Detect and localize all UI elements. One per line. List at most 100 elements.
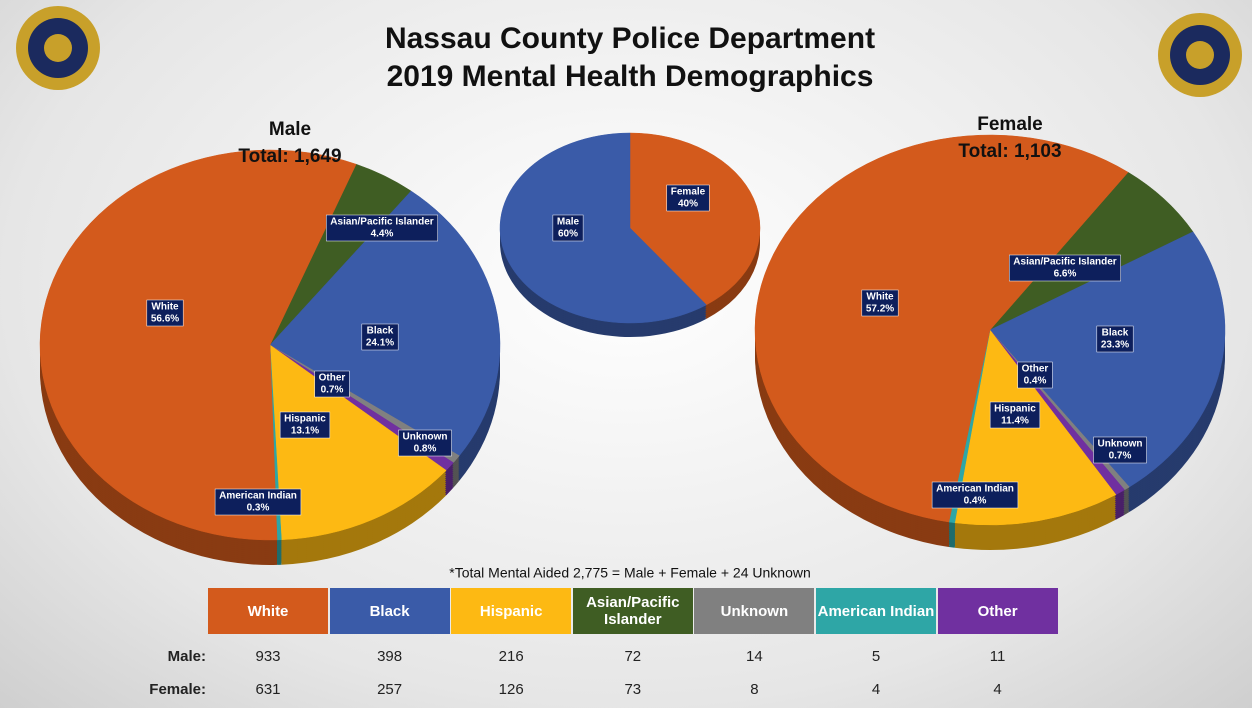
table-cell: 398	[377, 648, 403, 665]
table-cell: 14	[746, 648, 763, 665]
label-box	[279, 411, 331, 439]
label-box	[666, 184, 710, 212]
pie-title: Female	[977, 114, 1042, 135]
table-cell: 72	[624, 648, 642, 665]
label-value: 57.2%	[866, 304, 894, 315]
pie-slice	[499, 132, 707, 324]
label-box	[931, 481, 1019, 509]
label-category: Other	[1022, 364, 1049, 375]
logo	[16, 6, 100, 90]
table-cell: 5	[871, 648, 881, 665]
label-category: Other	[319, 373, 346, 384]
label-box	[1009, 254, 1121, 282]
label-box	[1093, 436, 1147, 464]
label-box	[314, 370, 350, 398]
table-cell: 11	[989, 648, 1006, 665]
table-cell: 126	[498, 681, 524, 698]
label-value: 6.6%	[1054, 269, 1077, 280]
row-label: Female:	[149, 681, 206, 698]
table-header: Unknown	[694, 588, 815, 634]
table-header: Other	[937, 588, 1058, 634]
pie-slice	[269, 190, 501, 457]
label-category: White	[866, 292, 894, 303]
label-category: Unknown	[403, 432, 448, 443]
label-value: 0.8%	[414, 444, 437, 455]
label-box	[989, 401, 1041, 429]
label-value: 0.3%	[247, 503, 270, 514]
label-value: 0.4%	[964, 496, 987, 507]
label-value: 40%	[678, 199, 698, 210]
label-box	[361, 323, 399, 351]
table-header: Asian/Pacific Islander	[572, 588, 693, 634]
pie-slice	[629, 132, 761, 306]
table-header: Hispanic	[451, 588, 572, 634]
label-box	[552, 214, 584, 242]
table-cell: 631	[255, 681, 281, 698]
label-value: 0.4%	[1024, 376, 1047, 387]
title: Nassau County Police Department	[385, 22, 875, 55]
label-category: White	[151, 302, 179, 313]
table-cell: 73	[624, 681, 642, 698]
row-label: Male:	[167, 648, 206, 665]
label-value: 0.7%	[321, 385, 344, 396]
subtitle: 2019 Mental Health Demographics	[387, 60, 874, 93]
label-category: Female	[671, 187, 706, 198]
logo	[1158, 13, 1242, 97]
label-category: American Indian	[219, 491, 297, 502]
label-box	[214, 488, 302, 516]
label-box	[146, 299, 184, 327]
table-cell: 257	[377, 681, 403, 698]
label-category: American Indian	[936, 484, 1014, 495]
label-category: Asian/Pacific Islander	[330, 217, 433, 228]
note: *Total Mental Aided 2,775 = Male + Femal…	[449, 565, 811, 581]
table-header: American Indian	[816, 588, 936, 634]
label-category: Hispanic	[994, 404, 1036, 415]
table-header: Black	[329, 588, 450, 634]
label-category: Black	[367, 326, 394, 337]
table-cell: 4	[871, 681, 881, 698]
label-box	[1096, 325, 1134, 353]
label-value: 24.1%	[366, 338, 394, 349]
label-value: 13.1%	[291, 426, 319, 437]
label-box	[326, 214, 438, 242]
table-cell: 933	[255, 648, 281, 665]
pie-slice	[269, 344, 447, 541]
pie-slice	[754, 134, 1129, 523]
table-header: White	[208, 588, 328, 634]
table-cell: 4	[993, 681, 1002, 698]
pie-slice	[989, 231, 1226, 488]
label-value: 11.4%	[1001, 416, 1029, 427]
label-category: Asian/Pacific Islander	[1013, 257, 1116, 268]
label-category: Unknown	[1098, 439, 1143, 450]
pie-slice	[39, 149, 357, 541]
pie-subtitle: Total: 1,103	[958, 141, 1061, 162]
label-category: Hispanic	[284, 414, 326, 425]
label-category: Male	[557, 217, 580, 228]
label-value: 60%	[558, 229, 578, 240]
table-cell: 216	[498, 648, 524, 665]
label-value: 56.6%	[151, 314, 179, 325]
label-value: 23.3%	[1101, 340, 1129, 351]
label-category: Black	[1102, 328, 1129, 339]
table-cell: 8	[750, 681, 759, 698]
label-box	[861, 289, 899, 317]
pie-subtitle: Total: 1,649	[238, 146, 341, 167]
label-box	[1017, 361, 1053, 389]
label-box	[398, 429, 452, 457]
